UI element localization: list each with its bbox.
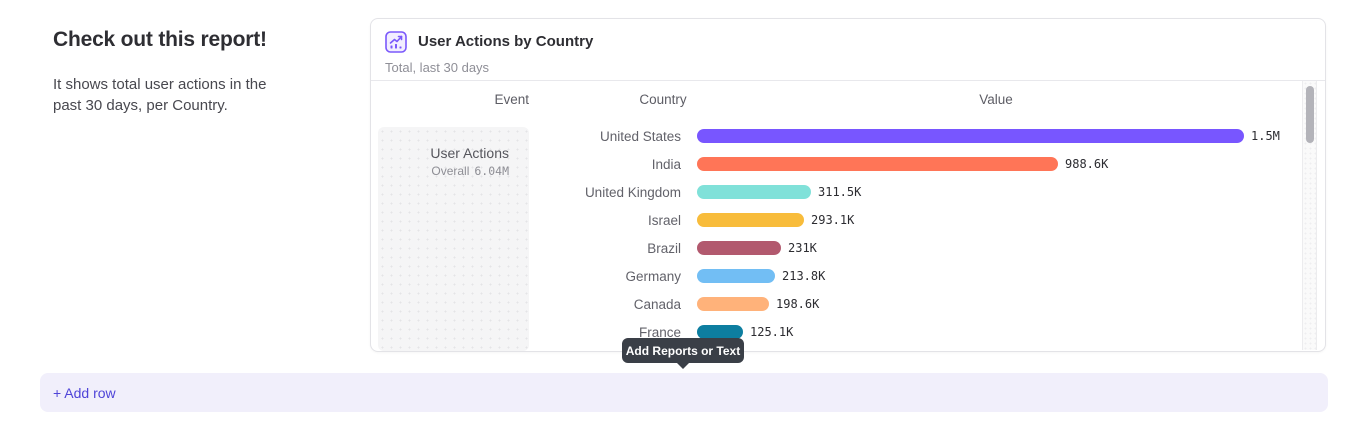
value-bar bbox=[697, 241, 781, 255]
event-name: User Actions bbox=[430, 145, 509, 161]
report-table: Event Country Value User Actions Overall… bbox=[371, 81, 1325, 351]
country-label: United Kingdom bbox=[584, 184, 681, 200]
event-cell[interactable]: User Actions Overall 6.04M bbox=[378, 127, 529, 351]
country-label: India bbox=[651, 156, 681, 172]
chart-row: India 988.6K bbox=[371, 150, 1305, 178]
value-bar bbox=[697, 213, 804, 227]
value-label: 231K bbox=[788, 241, 817, 255]
value-label: 213.8K bbox=[782, 269, 826, 283]
country-label: Brazil bbox=[647, 240, 681, 256]
report-card[interactable]: User Actions by Country Total, last 30 d… bbox=[370, 18, 1326, 352]
tooltip-label: Add Reports or Text bbox=[625, 343, 741, 358]
add-row-label: + Add row bbox=[53, 384, 116, 401]
chart-row: Canada 198.6K bbox=[371, 290, 1305, 318]
value-bar bbox=[697, 297, 769, 311]
text-block-body: It shows total user actions in the past … bbox=[53, 76, 267, 114]
value-bar bbox=[697, 269, 775, 283]
scrollbar-track[interactable] bbox=[1302, 81, 1317, 350]
country-label: Germany bbox=[625, 268, 681, 284]
overall-label: Overall bbox=[431, 164, 470, 178]
value-bar bbox=[697, 129, 1244, 143]
report-card-header: User Actions by Country Total, last 30 d… bbox=[371, 19, 1325, 81]
chart-row: France 125.1K bbox=[371, 318, 1305, 346]
country-label: France bbox=[638, 324, 681, 340]
add-row-button[interactable]: + Add row bbox=[40, 373, 1328, 412]
report-title[interactable]: User Actions by Country bbox=[418, 33, 594, 50]
value-bar bbox=[697, 185, 811, 199]
text-block-heading: Check out this report! bbox=[53, 28, 267, 51]
insights-report-icon bbox=[385, 31, 407, 53]
value-label: 198.6K bbox=[776, 297, 820, 311]
chart-row: Brazil 231K bbox=[371, 234, 1305, 262]
event-overall: Overall 6.04M bbox=[378, 164, 509, 178]
overall-value: 6.04M bbox=[474, 164, 509, 178]
value-label: 293.1K bbox=[811, 213, 855, 227]
column-header-event: Event bbox=[494, 92, 529, 107]
value-label: 311.5K bbox=[818, 185, 862, 199]
country-label: Canada bbox=[633, 296, 681, 312]
report-subtitle: Total, last 30 days bbox=[385, 60, 490, 75]
scrollbar-thumb[interactable] bbox=[1306, 86, 1314, 143]
column-header-value: Value bbox=[979, 92, 1013, 107]
value-label: 125.1K bbox=[750, 325, 794, 339]
country-label: United States bbox=[599, 128, 681, 144]
chart-row: Israel 293.1K bbox=[371, 206, 1305, 234]
chart-row: Germany 213.8K bbox=[371, 262, 1305, 290]
bar-chart: United States 1.5M India 988.6K United K… bbox=[371, 122, 1305, 346]
value-bar bbox=[697, 325, 743, 339]
chart-row: United Kingdom 311.5K bbox=[371, 178, 1305, 206]
column-header-country: Country bbox=[639, 92, 687, 107]
value-label: 1.5M bbox=[1251, 129, 1280, 143]
country-label: Israel bbox=[647, 212, 681, 228]
add-reports-tooltip: Add Reports or Text bbox=[622, 338, 744, 369]
chart-row: United States 1.5M bbox=[371, 122, 1305, 150]
text-block-card[interactable]: Check out this report! It shows total us… bbox=[53, 28, 303, 116]
value-bar bbox=[697, 157, 1058, 171]
value-label: 988.6K bbox=[1065, 157, 1109, 171]
